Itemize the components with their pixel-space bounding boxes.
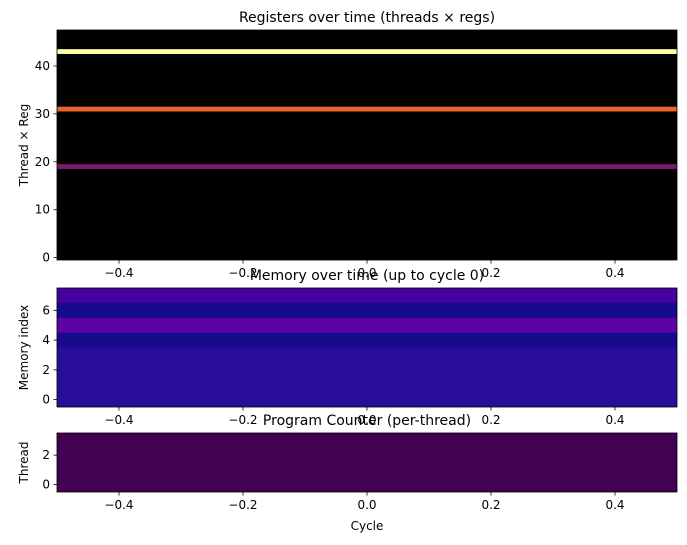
program-counter-x-tick-label: 0.0 (357, 498, 376, 512)
registers-y-tick-label: 0 (42, 251, 50, 265)
memory-plot-area (56, 287, 678, 408)
program-counter-heatmap-cell (57, 447, 677, 463)
registers-x-tick-label: −0.4 (104, 266, 133, 280)
memory-x-tick-label: −0.2 (228, 413, 257, 427)
panel-registers: −0.4 −0.2 0.0 0.2 0.4 0 10 20 30 40 Registers ov… (17, 10, 678, 280)
registers-y-axis: 0 10 20 30 40 (35, 59, 57, 265)
registers-x-tick-label: 0.0 (357, 266, 376, 280)
registers-y-tick-label: 40 (35, 59, 50, 73)
memory-y-tick-label: 4 (42, 333, 50, 347)
memory-heatmap-cell (57, 317, 677, 333)
program-counter-heatmap-cell (57, 462, 677, 478)
program-counter-heatmap-cell (57, 477, 677, 492)
program-counter-y-tick-label: 0 (42, 478, 50, 492)
memory-y-axis: 0 2 4 6 (42, 303, 57, 407)
registers-x-axis: −0.4 −0.2 0.0 0.2 0.4 (104, 260, 625, 280)
program-counter-title: Program Counter (per-thread) (263, 413, 471, 429)
panel-program-counter: −0.4 −0.2 0.0 0.2 0.4 02 Program Counter (pe… (17, 413, 678, 533)
registers-y-tick-label: 30 (35, 107, 50, 121)
program-counter-x-axis: −0.4 −0.2 0.0 0.2 0.4 (104, 492, 625, 512)
program-counter-x-tick-label: 0.2 (481, 498, 500, 512)
registers-y-tick-label: 20 (35, 155, 50, 169)
registers-x-tick-label: 0.2 (481, 266, 500, 280)
memory-x-tick-label: −0.4 (104, 413, 133, 427)
registers-x-tick-label: −0.2 (228, 266, 257, 280)
memory-heatmap-cell (57, 302, 677, 318)
memory-y-label: Memory index (17, 305, 31, 390)
program-counter-y-tick-label: 2 (42, 448, 50, 462)
memory-y-tick-label: 0 (42, 393, 50, 407)
memory-heatmap-cell (57, 347, 677, 363)
registers-heatmap-cell (57, 164, 677, 169)
memory-heatmap-cell (57, 362, 677, 378)
program-counter-y-label: Thread (17, 442, 31, 485)
program-counter-y-axis: 02 (42, 448, 57, 492)
memory-heatmap-cell (57, 392, 677, 407)
registers-heatmap-cell (57, 49, 677, 54)
program-counter-x-tick-label: −0.2 (228, 498, 257, 512)
memory-heatmap-cell (57, 332, 677, 348)
memory-y-tick-label: 6 (42, 303, 50, 317)
program-counter-heatmap-cell (57, 433, 677, 448)
program-counter-x-label: Cycle (351, 519, 384, 533)
registers-image-background (57, 30, 677, 260)
memory-heatmap-cell (57, 288, 677, 303)
memory-title: Memory over time (up to cycle 0) (250, 268, 484, 284)
registers-plot-area (56, 29, 678, 261)
memory-x-tick-label: 0.2 (481, 413, 500, 427)
memory-x-tick-label: 0.4 (605, 413, 624, 427)
memory-heatmap-cell (57, 377, 677, 393)
registers-title: Registers over time (threads × regs) (239, 10, 495, 26)
memory-x-tick-label: 0.0 (357, 413, 376, 427)
program-counter-x-tick-label: 0.4 (605, 498, 624, 512)
registers-heatmap-cell (57, 106, 677, 112)
memory-y-tick-label: 2 (42, 363, 50, 377)
registers-x-tick-label: 0.4 (605, 266, 624, 280)
memory-x-axis: −0.4 −0.2 0.0 0.2 0.4 (104, 407, 625, 427)
panel-memory: −0.4 −0.2 0.0 0.2 0.4 0 2 4 6 Memory over time … (17, 268, 678, 427)
program-counter-x-tick-label: −0.4 (104, 498, 133, 512)
registers-y-label: Thread × Reg (17, 104, 31, 187)
program-counter-plot-area (56, 432, 678, 493)
registers-y-tick-label: 10 (35, 203, 50, 217)
